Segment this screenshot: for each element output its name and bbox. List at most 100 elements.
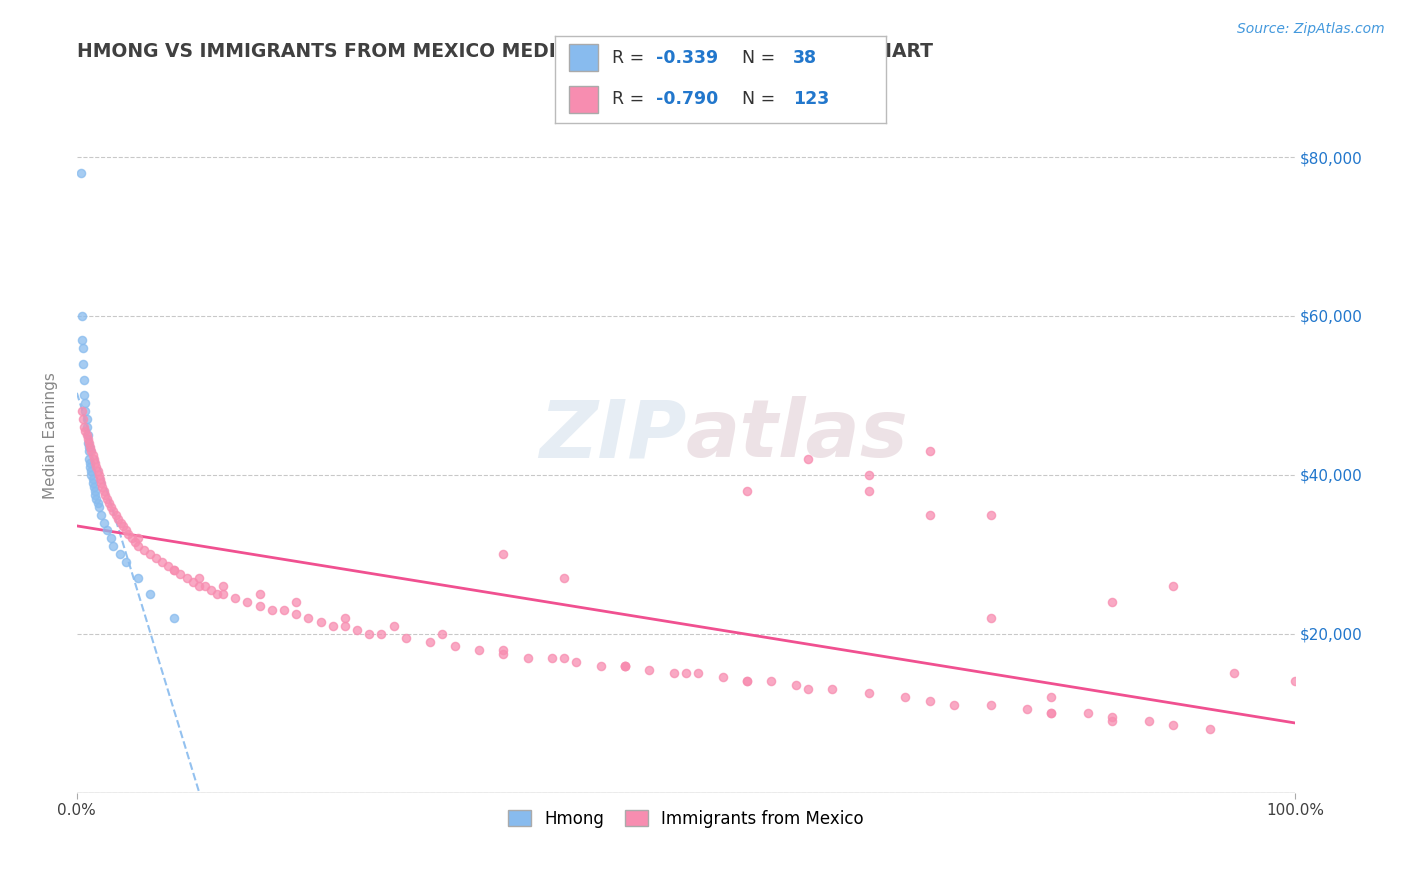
Point [163, 563, 186, 577]
Point [80, 464, 103, 478]
Point [894, 690, 917, 705]
Point [1199, 722, 1222, 736]
Point [980, 611, 1002, 625]
Text: N =: N = [742, 48, 780, 67]
Point [1077, 706, 1099, 721]
Point [761, 674, 783, 689]
Point [117, 527, 139, 541]
Point [75, 424, 97, 438]
Point [1101, 595, 1123, 609]
Point [83, 452, 105, 467]
Point [236, 595, 259, 609]
Point [90, 475, 112, 490]
Point [516, 650, 538, 665]
Text: atlas: atlas [686, 396, 908, 475]
Point [76, 428, 98, 442]
Bar [568, 45, 599, 70]
Point [858, 686, 880, 700]
Point [86, 496, 108, 510]
Point [114, 555, 136, 569]
Point [79, 456, 101, 470]
Point [76, 420, 98, 434]
Point [96, 491, 118, 506]
Point [346, 623, 368, 637]
Point [127, 540, 149, 554]
Point [132, 543, 155, 558]
Point [468, 642, 491, 657]
Point [163, 611, 186, 625]
Point [432, 626, 454, 640]
Point [80, 467, 103, 482]
Point [1163, 718, 1185, 732]
Point [785, 678, 807, 692]
Point [614, 658, 637, 673]
Point [75, 396, 97, 410]
Text: HMONG VS IMMIGRANTS FROM MEXICO MEDIAN EARNINGS CORRELATION CHART: HMONG VS IMMIGRANTS FROM MEXICO MEDIAN E… [77, 42, 932, 61]
Point [821, 682, 844, 697]
Point [285, 607, 308, 621]
Point [73, 388, 96, 402]
Point [100, 500, 122, 514]
Point [675, 666, 697, 681]
Point [93, 483, 115, 498]
Point [110, 516, 132, 530]
Point [70, 309, 93, 323]
Text: R =: R = [612, 48, 650, 67]
Point [91, 480, 114, 494]
Point [69, 166, 91, 180]
Text: ZIP: ZIP [538, 396, 686, 475]
Point [108, 547, 131, 561]
Point [87, 467, 110, 482]
Point [322, 619, 344, 633]
Point [918, 508, 941, 522]
Point [419, 634, 441, 648]
Text: Source: ZipAtlas.com: Source: ZipAtlas.com [1237, 22, 1385, 37]
Text: 123: 123 [793, 90, 830, 109]
Point [79, 440, 101, 454]
Point [86, 459, 108, 474]
Point [553, 571, 575, 585]
Point [359, 626, 381, 640]
Point [370, 626, 392, 640]
Point [77, 452, 100, 467]
Point [77, 444, 100, 458]
Point [1284, 674, 1306, 689]
Point [96, 524, 118, 538]
Point [1101, 710, 1123, 724]
Point [224, 591, 246, 605]
Point [297, 611, 319, 625]
Point [980, 508, 1002, 522]
Bar [568, 87, 599, 112]
Point [127, 532, 149, 546]
Text: R =: R = [612, 90, 650, 109]
Point [83, 480, 105, 494]
Point [443, 639, 465, 653]
Point [75, 404, 97, 418]
Point [127, 571, 149, 585]
Point [212, 587, 235, 601]
Text: 38: 38 [793, 48, 817, 67]
Point [90, 508, 112, 522]
Point [80, 444, 103, 458]
Point [662, 666, 685, 681]
Point [76, 436, 98, 450]
Point [82, 448, 104, 462]
Point [1137, 714, 1160, 728]
Point [114, 524, 136, 538]
Point [492, 642, 515, 657]
Point [1223, 666, 1246, 681]
Point [735, 483, 758, 498]
Point [249, 587, 271, 601]
Point [104, 508, 127, 522]
Point [918, 694, 941, 708]
Point [187, 579, 209, 593]
Point [163, 563, 186, 577]
Point [688, 666, 710, 681]
Point [76, 412, 98, 426]
Point [107, 511, 129, 525]
Point [70, 404, 93, 418]
Point [553, 650, 575, 665]
Point [139, 547, 162, 561]
Point [333, 619, 356, 633]
Point [72, 412, 94, 426]
